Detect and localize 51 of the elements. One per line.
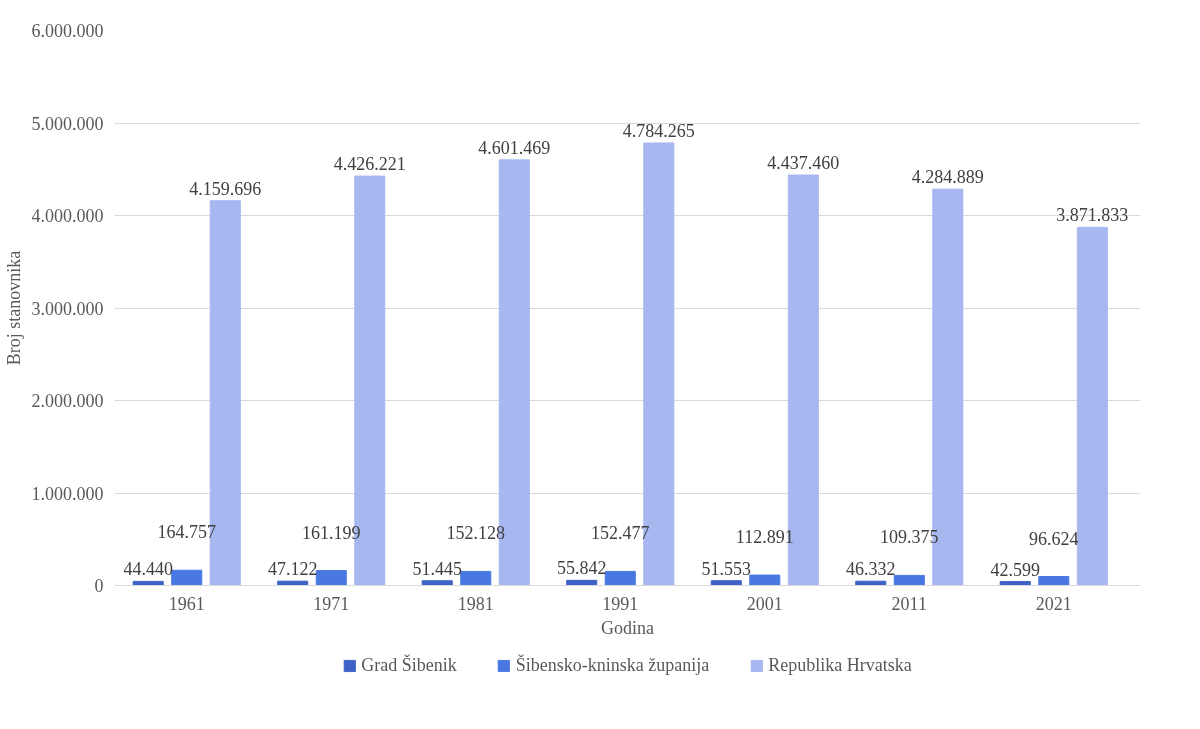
bar xyxy=(460,570,492,586)
data-label: 161.199 xyxy=(302,522,361,543)
data-label: 4.284.889 xyxy=(911,167,984,188)
data-label: 51.445 xyxy=(412,558,462,579)
bar xyxy=(710,580,742,586)
data-label: 3.871.833 xyxy=(1056,205,1129,226)
data-label: 109.375 xyxy=(880,527,939,548)
data-label: 47.122 xyxy=(267,559,318,580)
y-tick-label: 5.000.000 xyxy=(31,113,104,134)
data-label: 44.440 xyxy=(123,559,173,580)
y-tick-label: 6.000.000 xyxy=(31,21,104,41)
data-label: 152.128 xyxy=(446,523,506,544)
data-label: 164.757 xyxy=(157,522,216,543)
legend-label: Republika Hrvatska xyxy=(768,654,912,676)
bar xyxy=(421,580,453,586)
bar xyxy=(315,570,347,586)
data-label: 4.784.265 xyxy=(622,120,695,141)
data-label: 4.159.696 xyxy=(189,178,262,199)
data-label: 112.891 xyxy=(735,527,794,548)
bar xyxy=(749,574,781,586)
data-label: 152.477 xyxy=(591,523,650,544)
data-label: 46.332 xyxy=(846,559,896,580)
x-axis-title: Godina xyxy=(601,617,655,638)
x-tick-label: 2021 xyxy=(1035,593,1072,614)
legend-label: Grad Šibenik xyxy=(361,654,457,676)
bar xyxy=(999,581,1031,586)
legend-label: Šibensko-kninska županija xyxy=(515,654,710,676)
x-tick-label: 1981 xyxy=(457,593,494,614)
data-label: 51.553 xyxy=(701,558,751,579)
y-axis-title: Broj stanovnika xyxy=(3,250,24,366)
y-tick-label: 3.000.000 xyxy=(31,298,104,319)
bar xyxy=(171,569,203,586)
bar xyxy=(893,574,925,586)
bar xyxy=(604,570,636,586)
data-label: 4.437.460 xyxy=(767,153,840,174)
x-tick-label: 1971 xyxy=(313,593,350,614)
x-tick-label: 1961 xyxy=(168,593,205,614)
bar xyxy=(277,580,309,586)
y-tick-label: 2.000.000 xyxy=(31,391,104,411)
y-tick-label: 1.000.000 xyxy=(31,483,104,504)
data-label: 55.842 xyxy=(556,558,607,579)
x-tick-label: 2011 xyxy=(891,593,927,614)
data-label: 42.599 xyxy=(990,559,1041,580)
y-tick-label: 0 xyxy=(94,576,104,596)
data-label: 4.426.221 xyxy=(333,154,406,175)
data-label: 96.624 xyxy=(1029,528,1079,549)
bar xyxy=(1038,576,1070,586)
data-label: 4.601.469 xyxy=(478,137,551,158)
y-tick-label: 4.000.000 xyxy=(31,206,104,226)
x-tick-label: 1991 xyxy=(602,593,639,614)
x-tick-label: 2001 xyxy=(746,593,783,614)
